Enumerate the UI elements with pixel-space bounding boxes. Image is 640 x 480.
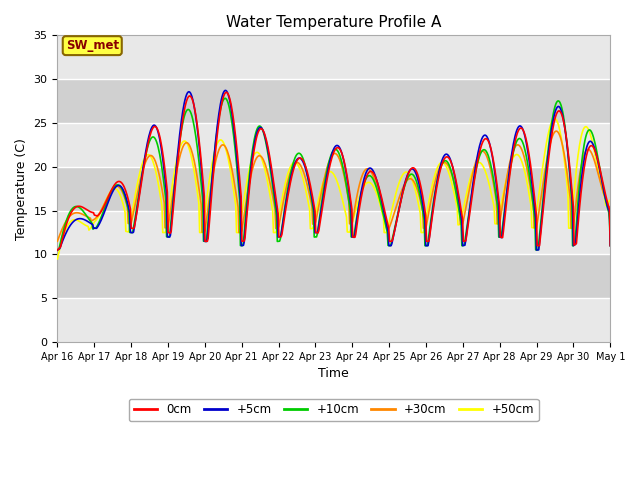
- Bar: [58, 298, 611, 342]
- Bar: [58, 36, 611, 79]
- Bar: [58, 254, 611, 298]
- Legend: 0cm, +5cm, +10cm, +30cm, +50cm: 0cm, +5cm, +10cm, +30cm, +50cm: [129, 398, 539, 421]
- Y-axis label: Temperature (C): Temperature (C): [15, 138, 28, 240]
- Bar: [58, 167, 611, 211]
- Text: SW_met: SW_met: [66, 39, 119, 52]
- Bar: [58, 79, 611, 123]
- X-axis label: Time: Time: [319, 367, 349, 380]
- Title: Water Temperature Profile A: Water Temperature Profile A: [226, 15, 442, 30]
- Bar: [58, 211, 611, 254]
- Bar: [58, 123, 611, 167]
